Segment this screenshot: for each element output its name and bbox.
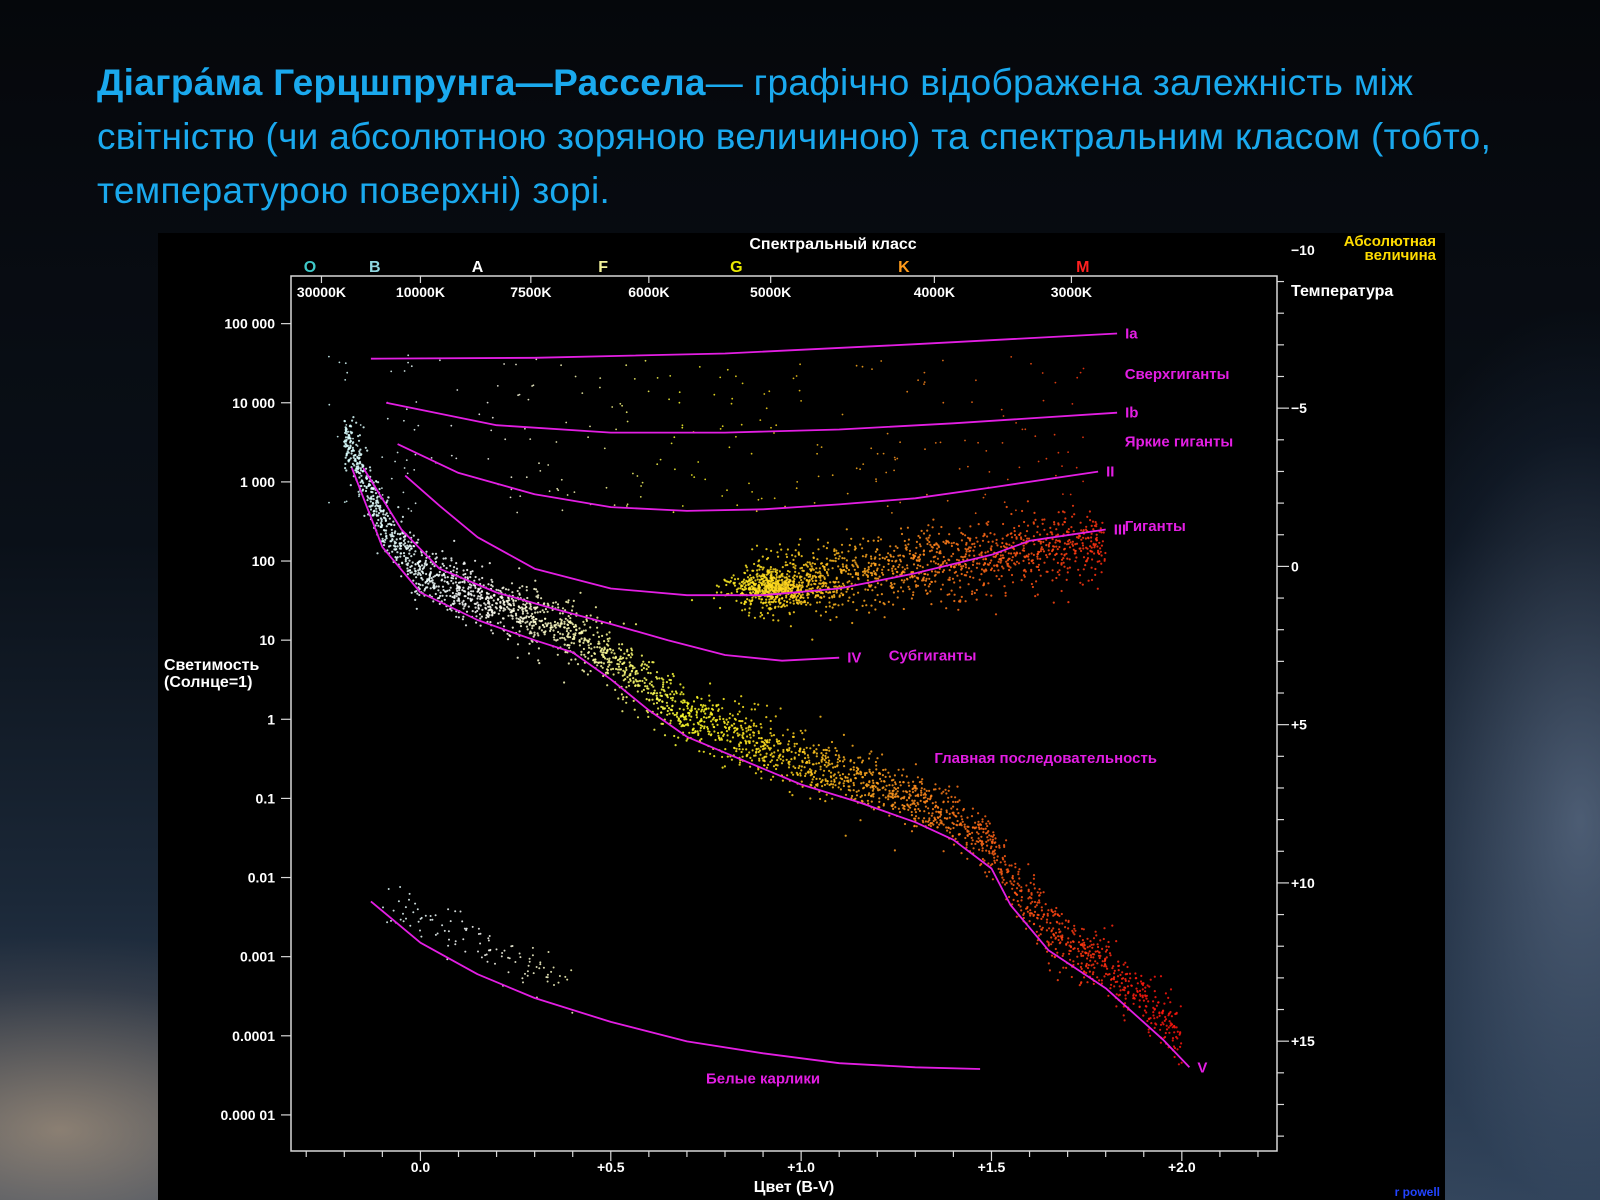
y-tick-label: 0.001: [240, 949, 275, 965]
temp-tick-label: 4000K: [914, 284, 955, 300]
curve-белые-карлики: [370, 900, 981, 1070]
color-axis: 0.0 +0.5 +1.0 +1.5 +2.0: [305, 1151, 1259, 1175]
luminosity-axis: 100 000 10 000 1 000 100 10 1 0.1 0.01 0.001 0.00…: [221, 316, 291, 1123]
spectral-class-label: K: [898, 259, 910, 276]
x-tick-label: +2.0: [1168, 1159, 1196, 1175]
temp-tick-label: 10000K: [396, 284, 445, 300]
mag-tick-label: +15: [1291, 1033, 1315, 1049]
y-tick-label: 1: [267, 711, 275, 727]
temp-tick-label: 7500K: [510, 284, 551, 300]
mag-tick-label: +10: [1291, 875, 1315, 891]
series-label: Ib: [1125, 405, 1138, 422]
series-label: V: [1197, 1059, 1207, 1076]
region-label: Сверхгиганты: [1125, 366, 1230, 383]
credit-label: r powell: [1395, 1185, 1440, 1199]
temperature-label: Температура: [1291, 283, 1393, 300]
spectral-class-label: F: [598, 259, 608, 276]
y-tick-label: 0.000 01: [221, 1107, 276, 1123]
x-tick-label: 0.0: [411, 1159, 431, 1175]
region-label: Белые карлики: [706, 1070, 820, 1087]
region-label: Яркие гиганты: [1125, 434, 1233, 451]
star-field: [328, 354, 1183, 1066]
curve-ia: [370, 332, 1118, 360]
temp-tick-label: 5000K: [750, 284, 791, 300]
region-label: Гиганты: [1125, 518, 1186, 535]
curve-ii: [397, 443, 1099, 512]
series-label: III: [1114, 522, 1127, 539]
plot-frame: [290, 275, 1278, 1152]
slide-heading: Діагра́ма Герцшпрунга—Рассела— графічно …: [97, 56, 1497, 218]
y-tick-label: 10 000: [232, 395, 275, 411]
spectral-class-label: O: [304, 259, 316, 276]
y-tick-label: 10: [259, 632, 275, 648]
series-label: II: [1106, 464, 1114, 481]
temp-tick-label: 30000K: [297, 284, 346, 300]
series-label: Ia: [1125, 326, 1138, 343]
mag-tick-label: −10: [1291, 242, 1315, 258]
top-axis: 30000K 10000K 7500K 6000K 5000K 4000K 3000K O B A…: [297, 259, 1092, 300]
spectral-class-label: G: [730, 259, 742, 276]
curve-v: [351, 467, 1191, 1068]
curve-iv: [362, 467, 840, 662]
mag-tick-label: −5: [1291, 400, 1307, 416]
mag-tick-label: +5: [1291, 717, 1307, 733]
y-tick-label: 100 000: [224, 316, 275, 332]
curve-iii: [404, 474, 1106, 597]
temp-tick-label: 6000K: [628, 284, 669, 300]
y-tick-label: 0.1: [256, 790, 276, 806]
spectral-class-label: M: [1076, 259, 1089, 276]
spectral-class-label: B: [369, 259, 381, 276]
curve-ib: [386, 401, 1118, 434]
x-tick-label: +0.5: [597, 1159, 625, 1175]
region-label: Субгиганты: [889, 648, 977, 665]
mag-tick-label: 0: [1291, 558, 1299, 574]
x-tick-label: +1.0: [787, 1159, 815, 1175]
absolute-magnitude-axis: −10 −5 0 +5 +10 +15: [1277, 242, 1315, 1137]
luminosity-label: Светимость (Солнце=1): [164, 657, 259, 691]
x-tick-label: +1.5: [978, 1159, 1006, 1175]
y-tick-label: 1 000: [240, 474, 275, 490]
slide-title-rest: — графічно відображена залежність між св…: [97, 62, 1492, 211]
hr-diagram: Спектральный класс Температура Абсолютна…: [164, 233, 1440, 1199]
spectral-class-title: Спектральный класс: [749, 236, 916, 253]
spectral-class-label: A: [472, 259, 484, 276]
chart-panel: Спектральный класс Температура Абсолютна…: [158, 233, 1445, 1200]
series-label: IV: [847, 650, 861, 667]
y-tick-label: 0.0001: [232, 1028, 275, 1044]
slide-title-bold: Діагра́ма Герцшпрунга—Рассела: [97, 62, 706, 103]
absolute-magnitude-label: Абсолютная величина: [1344, 233, 1437, 264]
y-tick-label: 0.01: [248, 870, 275, 886]
temp-tick-label: 3000K: [1051, 284, 1092, 300]
color-index-label: Цвет (B-V): [754, 1179, 835, 1196]
region-annotations: Сверхгиганты Яркие гиганты Гиганты Субгиган…: [706, 366, 1233, 1088]
y-tick-label: 100: [252, 553, 276, 569]
region-label: Главная последовательность: [934, 750, 1157, 767]
